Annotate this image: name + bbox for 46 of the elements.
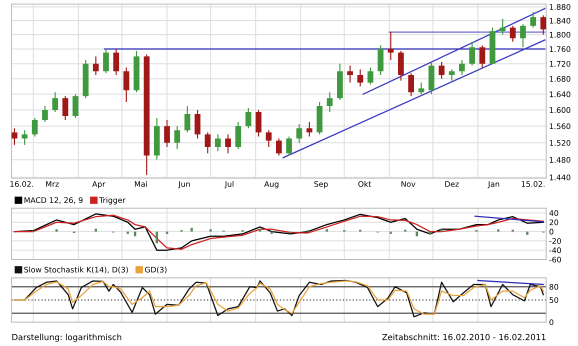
candlestick — [469, 41, 476, 66]
candlestick — [62, 96, 68, 121]
candlestick — [256, 109, 262, 138]
candlestick — [510, 25, 516, 42]
candlestick — [214, 134, 221, 152]
candlestick — [438, 61, 445, 80]
candlestick — [479, 44, 486, 68]
candlestick — [530, 11, 536, 28]
candlestick — [32, 117, 38, 138]
candlestick — [194, 109, 200, 140]
candlestick — [500, 18, 506, 36]
candlestick — [225, 134, 231, 154]
candlestick — [306, 121, 312, 138]
candlestick — [72, 94, 78, 119]
candlestick — [204, 132, 211, 154]
candlestick — [368, 66, 374, 86]
text: Darstellung: logarithmisch — [12, 334, 122, 342]
candlestick — [42, 105, 48, 123]
candlestick — [408, 72, 414, 97]
text: Zeitabschnitt: 16.02.2010 - 16.02.2011 — [382, 334, 546, 340]
candlestick — [520, 24, 526, 48]
candlestick — [123, 66, 130, 103]
candlestick — [459, 59, 465, 76]
candlestick — [266, 130, 272, 148]
candlestick — [276, 138, 282, 156]
candlestick — [326, 92, 333, 113]
candlestick — [92, 56, 99, 76]
candlestick — [245, 107, 252, 129]
candlestick — [296, 124, 302, 144]
candlestick — [113, 48, 120, 76]
candlestick — [540, 14, 546, 36]
candlestick — [12, 128, 18, 146]
candlestick — [347, 65, 353, 84]
candlestick — [184, 105, 190, 133]
candlestick — [388, 31, 394, 61]
candlestick — [286, 136, 292, 156]
candlestick — [398, 50, 404, 82]
candlestick — [164, 119, 170, 148]
candlestick — [235, 121, 242, 150]
candlestick — [22, 130, 28, 146]
candlestick — [174, 126, 180, 150]
candlestick — [103, 48, 109, 74]
candlestick — [357, 68, 364, 87]
candlestick — [448, 68, 455, 82]
candlestick — [52, 92, 58, 113]
candlestick — [378, 44, 384, 76]
